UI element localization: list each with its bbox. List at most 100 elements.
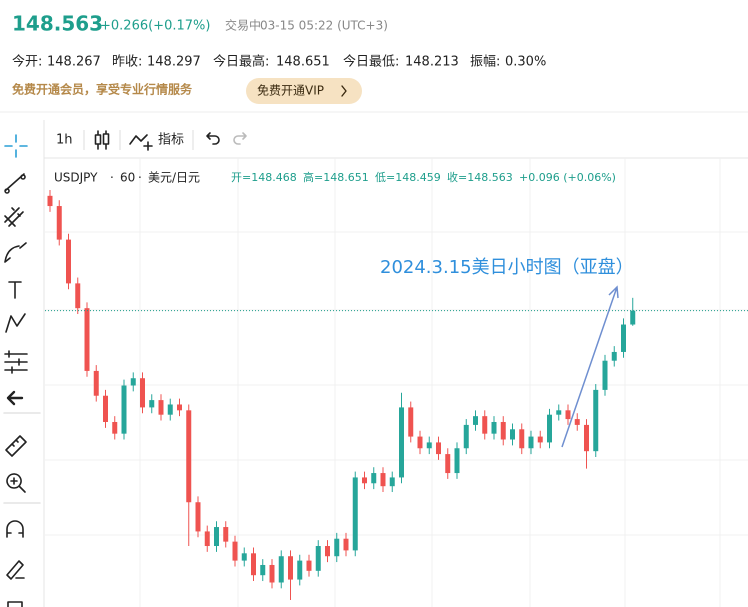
ruler-tool[interactable] (5, 435, 27, 457)
candle-body (510, 429, 515, 440)
candle-body (241, 553, 247, 561)
redo-button[interactable] (233, 132, 247, 145)
candle-body (500, 421, 506, 440)
candle-body (463, 424, 469, 449)
stat-value: 0.30% (505, 55, 546, 70)
candle-body (204, 531, 210, 547)
annotation: 2024.3.15美日小时图（亚盘） (380, 257, 634, 278)
vip-button-label[interactable]: 免费开通VIP (257, 83, 324, 98)
grid (45, 158, 748, 607)
measure-tool[interactable] (4, 350, 28, 374)
candle-body (584, 424, 589, 452)
chart-type-button[interactable] (94, 130, 110, 150)
symbol: USDJPY (54, 171, 98, 185)
candle-body (565, 410, 571, 420)
candle-body (343, 538, 349, 551)
candle-body (611, 351, 617, 361)
fib-tool[interactable] (4, 207, 24, 227)
eye-tool[interactable] (7, 601, 23, 607)
candle-body (306, 560, 312, 571)
candle-body (315, 546, 321, 571)
candle-body (84, 308, 90, 371)
candle-body (112, 421, 118, 434)
candle-body (149, 400, 155, 408)
candle-body (167, 404, 173, 415)
candle-body (371, 473, 377, 484)
candle-body (445, 454, 451, 474)
stat-value: 148.651 (276, 55, 330, 70)
price: 148.563 (12, 12, 103, 36)
candle-body (158, 400, 164, 415)
candle-body (352, 477, 358, 551)
legend-ohlc: 收=148.563 (447, 170, 513, 184)
candle-body (399, 407, 404, 478)
candle-body (454, 448, 460, 474)
candles (45, 190, 748, 600)
legend-ohlc: 开=148.468 (231, 171, 297, 184)
lock-tool[interactable] (6, 560, 25, 580)
candle-body (121, 385, 127, 434)
candle-body (547, 414, 552, 443)
legend-change: +0.096 (+0.06%) (519, 171, 616, 184)
stat-label: 今日最高: (213, 54, 269, 70)
candle-body (140, 378, 145, 408)
candle-body (491, 421, 497, 434)
candle-body (537, 436, 543, 443)
pair: 美元/日元 (148, 171, 200, 185)
magnet-tool[interactable] (6, 520, 24, 538)
candle-body (56, 206, 62, 240)
candle-body (621, 324, 626, 352)
indicator-button[interactable]: 指标 (158, 133, 184, 148)
candle-body (426, 442, 432, 449)
candle-body (251, 553, 256, 576)
candle-body (436, 442, 441, 455)
left-toolbar (3, 134, 41, 607)
candle-body (556, 410, 562, 415)
candle-body (362, 477, 367, 484)
candle-body (325, 546, 330, 557)
candle-body (75, 283, 81, 309)
candle-body (574, 419, 580, 425)
undo-button[interactable] (206, 132, 220, 145)
stat-value: 148.267 (47, 55, 101, 70)
candle-body (519, 429, 525, 449)
candle-body (593, 389, 599, 452)
candle-body (269, 564, 275, 583)
interval-button[interactable]: 1h (56, 133, 73, 148)
candle-body (602, 360, 608, 390)
timestamp: 03-15 05:22 (UTC+3) (260, 19, 388, 33)
zoom-tool[interactable] (6, 473, 26, 493)
candle-body (408, 407, 414, 437)
text-tool[interactable] (8, 281, 22, 299)
crosshair-tool[interactable] (4, 134, 28, 158)
price-change: +0.266(+0.17%) (100, 19, 210, 34)
separator: · (138, 171, 142, 185)
stat-label: 振幅: (470, 55, 500, 70)
candle-body (130, 378, 136, 386)
interval: 60 (120, 171, 135, 185)
line-tool[interactable] (4, 173, 26, 194)
separator: · (110, 171, 114, 185)
status: 交易中 (225, 18, 261, 33)
pattern-tool[interactable] (5, 313, 26, 333)
promo-text: 免费开通会员，享受专业行情服务 (12, 82, 193, 97)
candle-body (93, 370, 99, 396)
indicator-icon[interactable] (129, 134, 153, 151)
vip-button[interactable] (246, 78, 362, 104)
back-tool[interactable] (6, 390, 24, 406)
candle-body (389, 477, 395, 487)
candle-body (334, 538, 340, 557)
legend-ohlc: 低=148.459 (375, 171, 441, 184)
candle-body (528, 436, 534, 449)
candle-body (66, 239, 71, 284)
chevron (341, 85, 347, 97)
candle-body (260, 564, 266, 576)
candle-body (103, 395, 108, 422)
brush-tool[interactable] (4, 242, 27, 263)
candle-body (297, 560, 303, 580)
stat-label: 昨收: (112, 55, 142, 70)
candle-body (232, 541, 238, 561)
candle-body (482, 416, 488, 434)
stat-label: 今开: (12, 54, 42, 70)
